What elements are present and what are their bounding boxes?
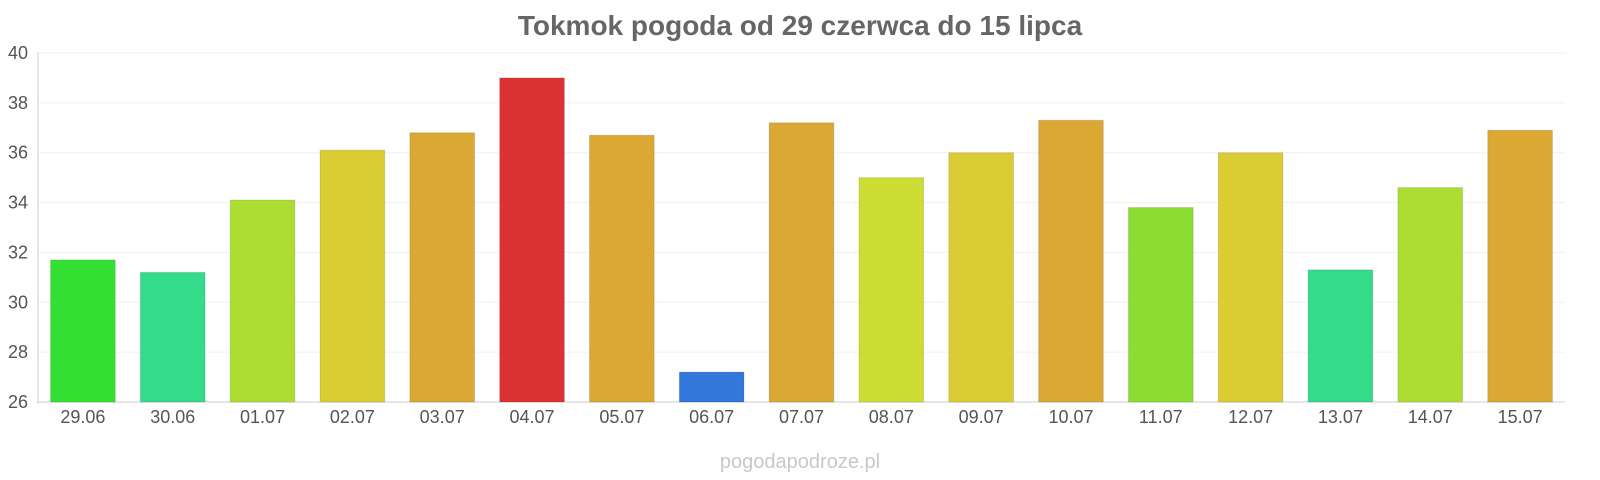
- bar-30.06: [139, 271, 206, 403]
- y-tick-label: 26: [8, 392, 28, 412]
- x-tick-label: 13.07: [1318, 407, 1363, 427]
- bar-09.07: [948, 152, 1014, 403]
- bar-02.07: [319, 149, 386, 403]
- x-tick-label: 12.07: [1228, 407, 1273, 427]
- x-tick-label: 06.07: [689, 407, 734, 427]
- watermark: pogodapodroze.pl: [719, 451, 881, 473]
- bar-11.07: [1127, 207, 1194, 403]
- x-tick-label: 01.07: [240, 407, 285, 427]
- bar-01.07: [229, 199, 296, 403]
- x-tick-labels: 29.06 30.06 01.07 02.07 03.07 04.07 05.07 06.07…: [60, 407, 1542, 427]
- x-tick-label: 14.07: [1408, 407, 1453, 427]
- bar-03.07: [409, 132, 476, 403]
- x-tick-label: 07.07: [779, 407, 824, 427]
- y-tick-label: 40: [8, 43, 28, 63]
- y-tick-label: 34: [8, 193, 28, 213]
- x-tick-label: 09.07: [959, 407, 1004, 427]
- x-tick-label: 02.07: [330, 407, 375, 427]
- x-tick-label: 08.07: [869, 407, 914, 427]
- y-tick-label: 30: [8, 292, 28, 312]
- x-tick-label: 03.07: [420, 407, 465, 427]
- bar-15.07: [1487, 129, 1553, 403]
- bar-14.07: [1397, 187, 1464, 403]
- bar-06.07: [678, 371, 745, 403]
- x-tick-label: 05.07: [599, 407, 644, 427]
- bar-12.07: [1217, 152, 1284, 403]
- y-tick-label: 32: [8, 242, 28, 262]
- bar-07.07: [768, 122, 835, 403]
- chart-title: Tokmok pogoda od 29 czerwca do 15 lipca: [517, 10, 1083, 41]
- y-tick-label: 38: [8, 93, 28, 113]
- bar-29.06: [50, 259, 116, 403]
- x-tick-label: 11.07: [1139, 407, 1183, 427]
- bar-05.07: [589, 134, 655, 403]
- x-tick-label: 10.07: [1048, 407, 1093, 427]
- y-tick-labels: 26 28 30 32 34 36 38 40: [8, 43, 28, 412]
- bar-04.07: [499, 77, 565, 403]
- bar-08.07: [858, 177, 925, 403]
- y-tick-label: 36: [8, 143, 28, 163]
- x-tick-label: 15.07: [1498, 407, 1543, 427]
- x-tick-label: 04.07: [510, 407, 555, 427]
- bar-chart: 26 28 30 32 34 36 38 40 29.06 30.06 01.07 02.07 03.…: [8, 43, 1565, 427]
- bars: [50, 77, 1553, 403]
- x-tick-label: 29.06: [60, 407, 105, 427]
- bar-10.07: [1038, 119, 1104, 403]
- x-tick-label: 30.06: [150, 407, 195, 427]
- y-tick-label: 28: [8, 342, 28, 362]
- bar-13.07: [1307, 269, 1374, 403]
